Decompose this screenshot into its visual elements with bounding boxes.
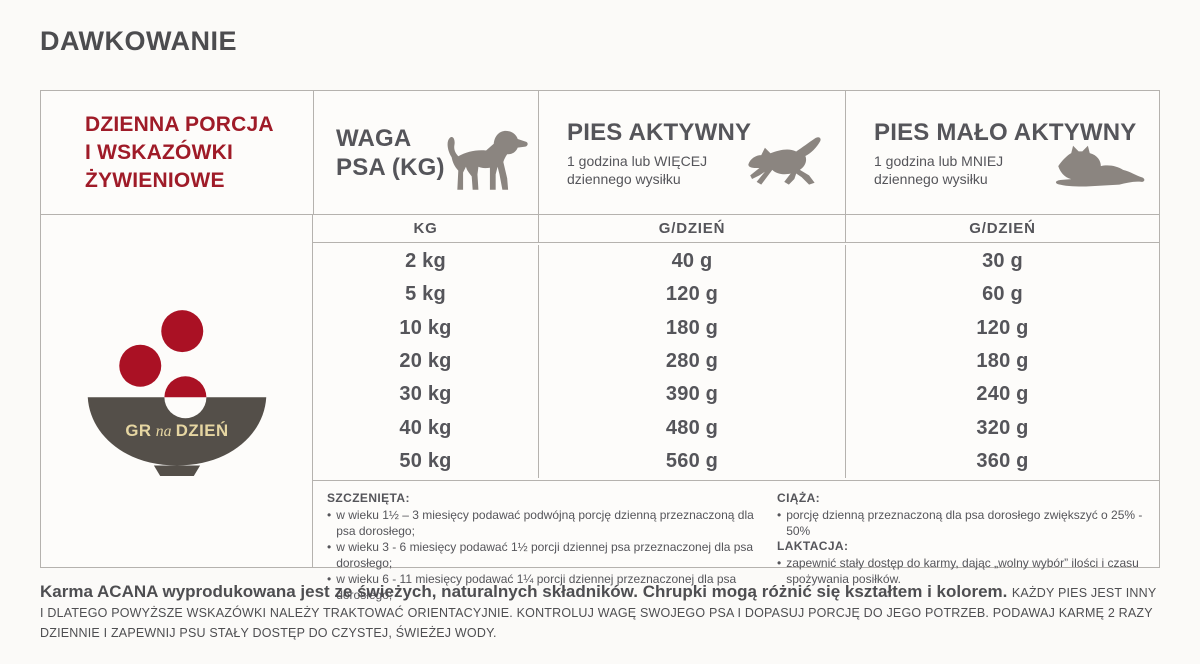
bullet-icon: • bbox=[327, 540, 332, 554]
weight-value: 40 kg bbox=[399, 416, 452, 439]
less-active-grams-value: 180 g bbox=[845, 344, 1159, 379]
units-gday-less-active-label: G/DZIEŃ bbox=[845, 215, 1159, 242]
less-active-dog-heading-block: PIES MAŁO AKTYWNY 1 godzina lub MNIEJ dz… bbox=[874, 118, 1137, 188]
units-row: KG G/DZIEŃ G/DZIEŃ bbox=[313, 215, 1159, 243]
header-cell-daily-portion: DZIENNA PORCJA I WSKAZÓWKI ŻYWIENIOWE bbox=[41, 91, 313, 214]
lactation-note-title: LAKTACJA: bbox=[777, 539, 849, 553]
active-dog-heading: PIES AKTYWNY bbox=[567, 118, 752, 146]
less-active-grams-value: 240 g bbox=[845, 378, 1159, 412]
active-grams-value: 120 g bbox=[538, 278, 845, 312]
pregnancy-note-item: • porcję dzienną przeznaczoną dla psa dor… bbox=[777, 508, 1143, 538]
less-active-grams-value: 30 g bbox=[845, 245, 1159, 279]
bowl-icon: GR na DZIEŃ bbox=[87, 309, 266, 476]
dog-weight-heading: WAGA PSA (KG) bbox=[336, 124, 445, 181]
less-active-grams-value: 320 g bbox=[845, 411, 1159, 445]
table-row: 40 kg 480 g 320 g bbox=[313, 411, 1159, 445]
active-dog-heading-block: PIES AKTYWNY 1 godzina lub WIĘCEJ dzienn… bbox=[567, 118, 751, 188]
units-gday-active-label: G/DZIEŃ bbox=[538, 215, 845, 242]
active-grams-value: 280 g bbox=[538, 344, 845, 379]
less-active-grams-value: 60 g bbox=[845, 278, 1159, 312]
feeding-notes: SZCZENIĘTA: • w wieku 1½ – 3 miesięcy pod… bbox=[313, 480, 1159, 602]
active-grams-value: 480 g bbox=[538, 411, 845, 445]
lactation-note-item: • zapewnić stały dostęp do karmy, dając „… bbox=[777, 556, 1139, 586]
daily-grams-cell: GR na DZIEŃ bbox=[41, 215, 313, 568]
puppies-note-title: SZCZENIĘTA: bbox=[327, 491, 410, 505]
weight-value: 30 kg bbox=[399, 383, 452, 406]
header-cell-dog-weight: WAGA PSA (KG) bbox=[313, 91, 538, 214]
weight-value: 10 kg bbox=[399, 316, 452, 339]
bullet-icon: • bbox=[327, 572, 332, 586]
pregnancy-lactation-note: CIĄŻA: • porcję dzienną przeznaczoną dla … bbox=[765, 491, 1145, 586]
table-row: 20 kg 280 g 180 g bbox=[313, 344, 1159, 379]
bullet-icon: • bbox=[327, 508, 332, 522]
bowl-badge-text: GR na DZIEŃ bbox=[125, 421, 228, 440]
daily-portion-heading: DZIENNA PORCJA I WSKAZÓWKI ŻYWIENIOWE bbox=[85, 112, 274, 192]
table-body: GR na DZIEŃ KG G/DZIEŃ G/DZIEŃ 2 kg 40 g 3… bbox=[41, 215, 1159, 602]
table-row: 10 kg 180 g 120 g bbox=[313, 311, 1159, 345]
less-active-grams-value: 360 g bbox=[845, 444, 1159, 478]
puppies-note-item: • w wieku 1½ – 3 miesięcy podawać podwójn… bbox=[327, 508, 754, 538]
weight-value: 2 kg bbox=[405, 250, 446, 273]
puppies-note-item: • w wieku 3 - 6 miesięcy podawać 1½ porcj… bbox=[327, 540, 754, 570]
weight-value: 20 kg bbox=[399, 349, 452, 372]
bullet-icon: • bbox=[777, 508, 782, 522]
pregnancy-note-title: CIĄŻA: bbox=[777, 491, 821, 505]
bullet-icon: • bbox=[777, 556, 782, 570]
less-active-dog-subheading: 1 godzina lub MNIEJ dziennego wysiłku bbox=[874, 152, 1004, 187]
table-row: 50 kg 560 g 360 g bbox=[313, 444, 1159, 478]
active-grams-value: 180 g bbox=[538, 311, 845, 345]
page-title: DAWKOWANIE bbox=[40, 26, 237, 56]
table-row: 2 kg 40 g 30 g bbox=[313, 245, 1159, 279]
weight-value: 5 kg bbox=[405, 283, 446, 306]
puppies-note: SZCZENIĘTA: • w wieku 1½ – 3 miesięcy pod… bbox=[327, 491, 765, 602]
table-row: 5 kg 120 g 60 g bbox=[313, 278, 1159, 312]
table-row: 30 kg 390 g 240 g bbox=[313, 378, 1159, 412]
lying-dog-icon bbox=[1055, 145, 1145, 187]
running-dog-icon bbox=[748, 137, 821, 185]
units-kg-label: KG bbox=[413, 220, 438, 237]
less-active-dog-heading: PIES MAŁO AKTYWNY bbox=[874, 118, 1137, 146]
standing-dog-icon bbox=[447, 130, 528, 190]
header-cell-less-active-dog: PIES MAŁO AKTYWNY 1 godzina lub MNIEJ dz… bbox=[845, 91, 1159, 214]
footer-lead-text: Karma ACANA wyprodukowana jest ze świeży… bbox=[40, 582, 1008, 601]
less-active-grams-value: 120 g bbox=[845, 311, 1159, 345]
weight-value: 50 kg bbox=[399, 449, 452, 472]
dosage-table: DZIENNA PORCJA I WSKAZÓWKI ŻYWIENIOWE WA… bbox=[40, 90, 1160, 602]
data-rows: 2 kg 40 g 30 g 5 kg 120 g 60 g 10 kg 180… bbox=[313, 243, 1159, 480]
footer-disclaimer: Karma ACANA wyprodukowana jest ze świeży… bbox=[40, 582, 1162, 643]
table-data-area: KG G/DZIEŃ G/DZIEŃ 2 kg 40 g 30 g 5 kg 1… bbox=[313, 215, 1159, 602]
table-header-row: DZIENNA PORCJA I WSKAZÓWKI ŻYWIENIOWE WA… bbox=[41, 91, 1159, 215]
footer-fine-print: KAŻDY PIES JEST INNY I DLATEGO POWYŻSZE … bbox=[40, 586, 1157, 640]
header-cell-active-dog: PIES AKTYWNY 1 godzina lub WIĘCEJ dzienn… bbox=[538, 91, 845, 214]
active-grams-value: 40 g bbox=[538, 245, 845, 279]
puppies-note-item: • w wieku 6 - 11 miesięcy podawać 1¼ porc… bbox=[327, 572, 737, 602]
active-grams-value: 390 g bbox=[538, 378, 845, 412]
active-dog-subheading: 1 godzina lub WIĘCEJ dziennego wysiłku bbox=[567, 152, 708, 187]
active-grams-value: 560 g bbox=[538, 444, 845, 478]
